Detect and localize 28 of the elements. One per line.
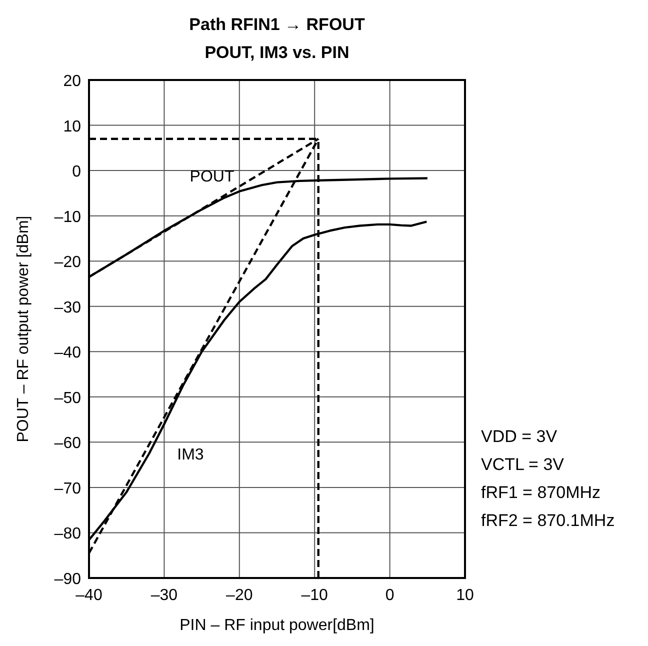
series-label: POUT <box>190 168 234 186</box>
text: fRF1 = 870MHz <box>481 483 601 502</box>
x-tick-label: 0 <box>385 587 394 604</box>
y-tick-label: –40 <box>54 344 82 362</box>
y-tick-label: –60 <box>54 435 82 452</box>
y-tick-label: –80 <box>54 526 82 543</box>
x-tick-label: –40 <box>76 587 102 604</box>
y-tick-label: –30 <box>54 299 82 316</box>
chart-subtitle: POUT, IM3 vs. PIN <box>204 43 350 62</box>
text: fRF2 = 870.1MHz <box>481 511 615 530</box>
series-label: IM3 <box>177 446 204 464</box>
y-tick-label: 20 <box>63 73 82 90</box>
y-tick-label: –70 <box>54 480 82 498</box>
y-tick-label: –50 <box>54 390 82 407</box>
y-tick-label: 0 <box>72 164 82 181</box>
x-tick-label: –30 <box>150 587 178 604</box>
x-axis-title: PIN – RF input power[dBm] <box>180 617 374 634</box>
y-tick-label: 10 <box>63 118 82 136</box>
y-tick-label: –10 <box>54 208 82 226</box>
y-axis-title: POUT – RF output power [dBm] <box>15 216 32 442</box>
x-tick-label: 10 <box>456 587 474 604</box>
text: VCTL = 3V <box>481 455 565 474</box>
chart-title: Path RFIN1 → RFOUT <box>189 15 366 34</box>
text: VDD = 3V <box>481 427 558 446</box>
x-tick-label: –20 <box>226 587 253 604</box>
y-tick-label: –90 <box>54 571 82 588</box>
x-tick-label: –10 <box>301 587 328 604</box>
y-tick-label: –20 <box>54 254 82 272</box>
